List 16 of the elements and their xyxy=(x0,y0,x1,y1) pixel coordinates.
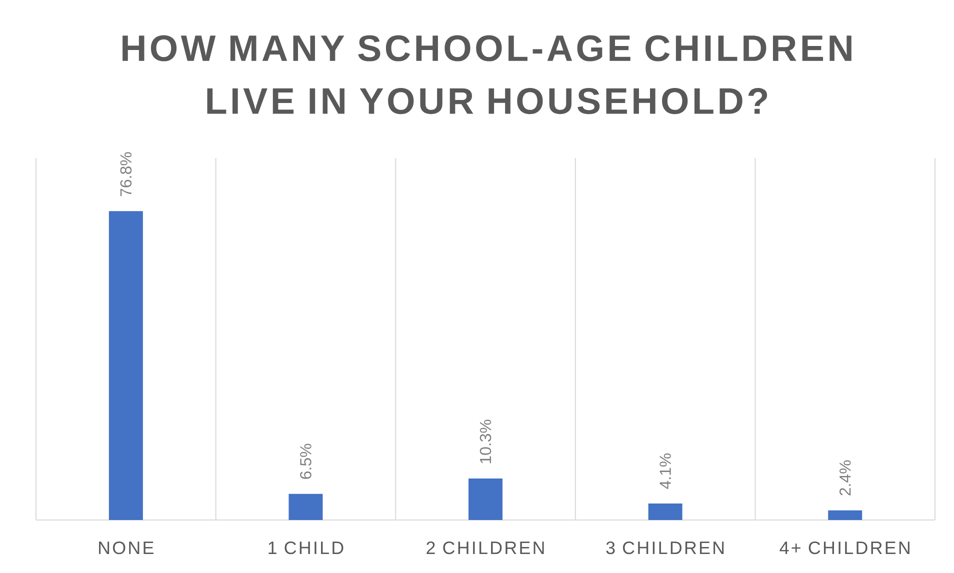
data-label: 4.1% xyxy=(660,454,671,489)
data-label: 6.5% xyxy=(300,444,312,479)
x-tick-label: NONE xyxy=(99,541,154,554)
data-label: 2.4% xyxy=(840,460,851,496)
x-tick-label: 3 CHILDREN xyxy=(606,541,724,554)
x-tick-label: 4+ CHILDREN xyxy=(780,541,910,554)
bar xyxy=(828,510,862,520)
x-tick-label: 2 CHILDREN xyxy=(426,541,544,554)
bar xyxy=(288,494,323,520)
bar xyxy=(648,503,682,520)
x-tick-label: 1 CHILD xyxy=(268,541,344,554)
data-label: 76.8% xyxy=(120,152,132,196)
chart-title: HOW MANY SCHOOL-AGE CHILDREN LIVE IN YOUR HOUSEHOLD? xyxy=(122,35,852,114)
data-label: 10.3% xyxy=(480,420,492,464)
bar xyxy=(108,211,143,520)
bar xyxy=(468,478,503,520)
